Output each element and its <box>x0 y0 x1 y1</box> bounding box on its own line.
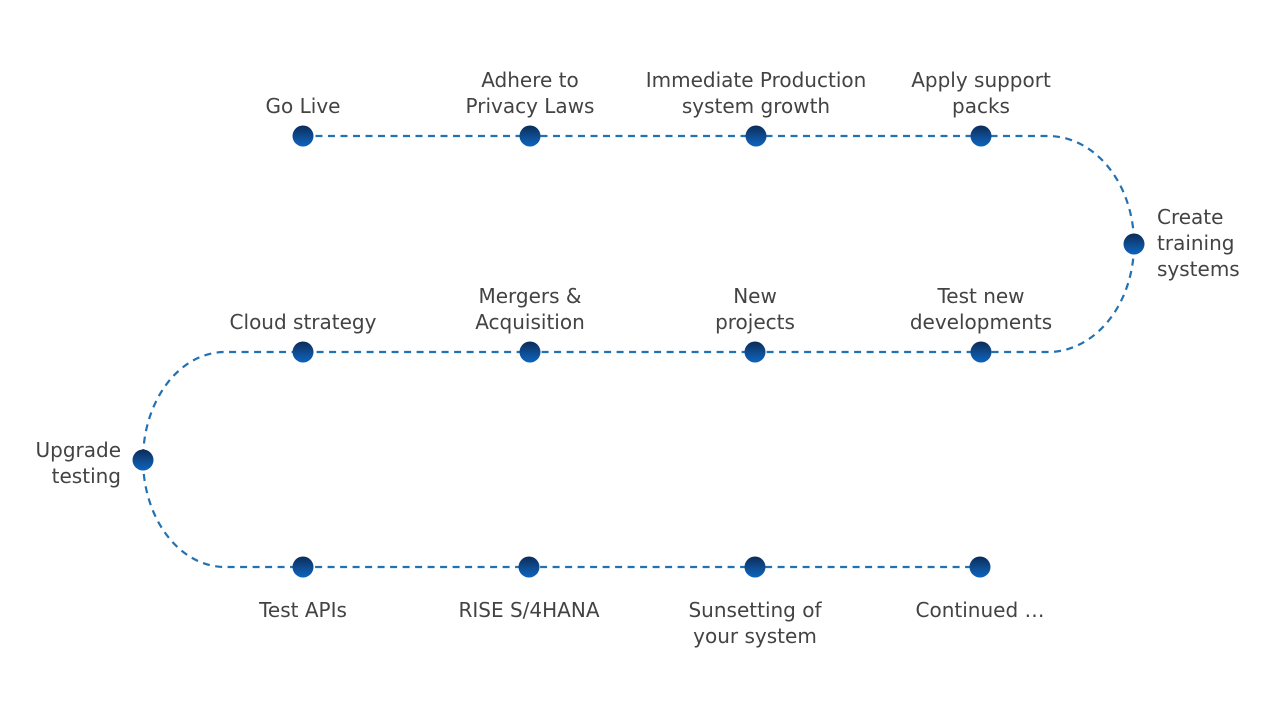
milestone-dot-upgrade-testing <box>132 449 154 471</box>
milestone-label-rise-s4hana: RISE S/4HANA <box>458 598 600 622</box>
milestone-label-create-training-systems: Create training systems <box>1157 205 1240 281</box>
milestone-dot-test-new-developments <box>970 341 992 363</box>
milestone-dot-go-live <box>292 125 314 147</box>
milestone-label-test-apis: Test APIs <box>259 598 347 622</box>
milestone-dot-apply-support-packs <box>970 125 992 147</box>
milestone-dot-adhere-privacy-laws <box>519 125 541 147</box>
milestone-dot-create-training-systems <box>1123 233 1145 255</box>
milestone-label-test-new-developments: Test new developments <box>909 284 1053 334</box>
milestone-label-continued: Continued … <box>915 598 1045 622</box>
milestone-label-new-projects: New projects <box>715 284 795 334</box>
milestone-label-apply-support-packs: Apply support packs <box>911 68 1051 118</box>
milestone-label-adhere-privacy-laws: Adhere to Privacy Laws <box>465 68 595 118</box>
milestone-dot-production-system-growth <box>745 125 767 147</box>
milestone-label-upgrade-testing: Upgrade testing <box>35 438 121 488</box>
milestone-dot-continued <box>969 556 991 578</box>
milestone-label-production-system-growth: Immediate Production system growth <box>645 68 867 118</box>
milestone-label-mergers-acquisition: Mergers & Acquisition <box>475 284 585 334</box>
milestone-dot-cloud-strategy <box>292 341 314 363</box>
milestone-label-sunsetting-system: Sunsetting of your system <box>688 598 822 648</box>
milestone-dot-mergers-acquisition <box>519 341 541 363</box>
milestone-dot-new-projects <box>744 341 766 363</box>
milestone-label-cloud-strategy: Cloud strategy <box>229 310 377 334</box>
milestone-label-go-live: Go Live <box>265 94 341 118</box>
milestone-dot-test-apis <box>292 556 314 578</box>
milestone-dot-rise-s4hana <box>518 556 540 578</box>
milestone-dot-sunsetting-system <box>744 556 766 578</box>
